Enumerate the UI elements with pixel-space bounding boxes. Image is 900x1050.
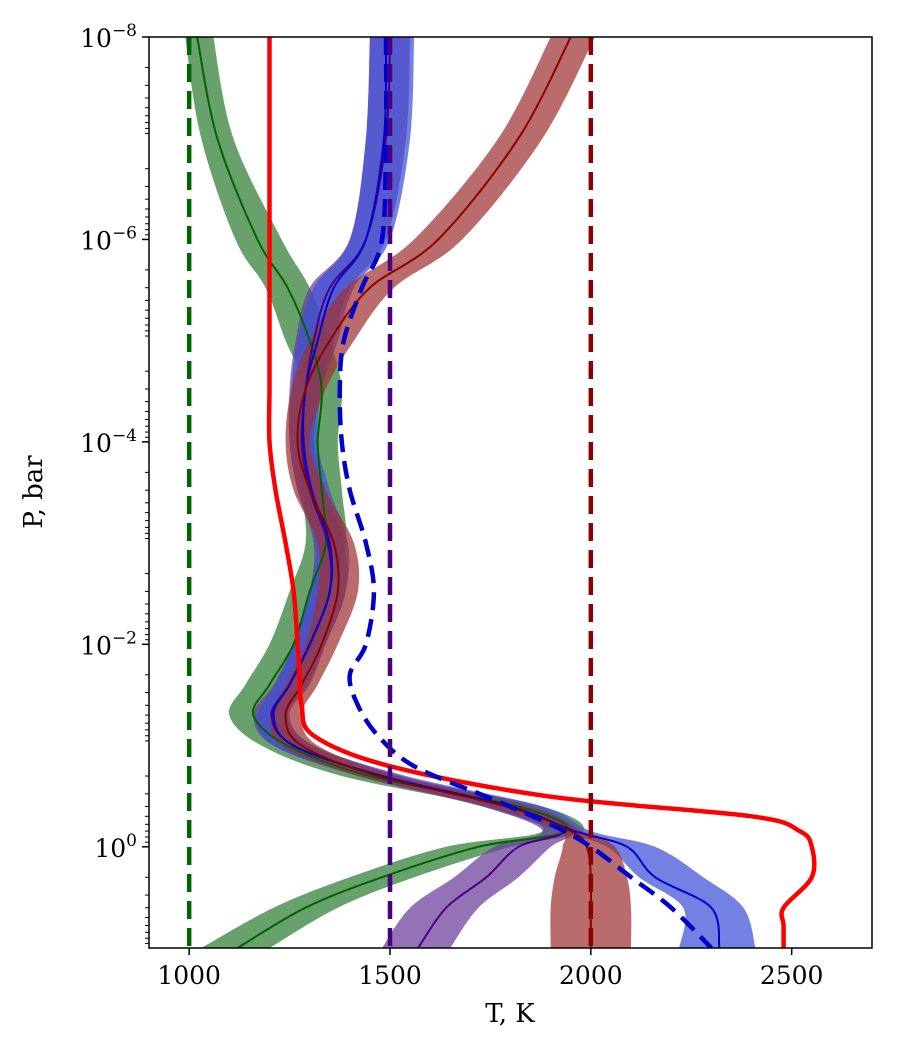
x-axis-label: T, K: [485, 999, 535, 1029]
y-axis-label: P, bar: [19, 455, 49, 529]
median-lines: [196, 37, 721, 948]
y-tick-label: 10−6: [80, 223, 137, 255]
reference-profiles: [186, 37, 817, 948]
median-line-series-1: [196, 37, 569, 948]
median-line-series-4: [284, 37, 593, 948]
reference-profile-2: [337, 37, 713, 948]
uncertainty-bands: [185, 37, 756, 948]
reference-profile-1: [266, 37, 817, 948]
x-tick-label: 1500: [358, 961, 422, 990]
y-tick-label: 100: [94, 831, 137, 863]
median-line-series-3: [272, 37, 721, 948]
y-tick-label: 10−4: [80, 426, 137, 458]
y-tick-label: 10−2: [80, 628, 137, 660]
y-tick-label: 10−8: [80, 21, 137, 53]
x-tick-label: 2500: [760, 961, 824, 990]
band-series-1: [185, 37, 584, 948]
y-axis: 10−8 10−6 10−4 10−2 100: [80, 21, 149, 944]
x-tick-label: 2000: [559, 961, 623, 990]
x-tick-label: 1000: [157, 961, 221, 990]
y-minor-ticks: [145, 66, 149, 944]
band-series-4: [270, 37, 632, 948]
plot-frame: [148, 36, 873, 949]
x-axis: 1000 1500 2000 2500: [157, 948, 823, 990]
